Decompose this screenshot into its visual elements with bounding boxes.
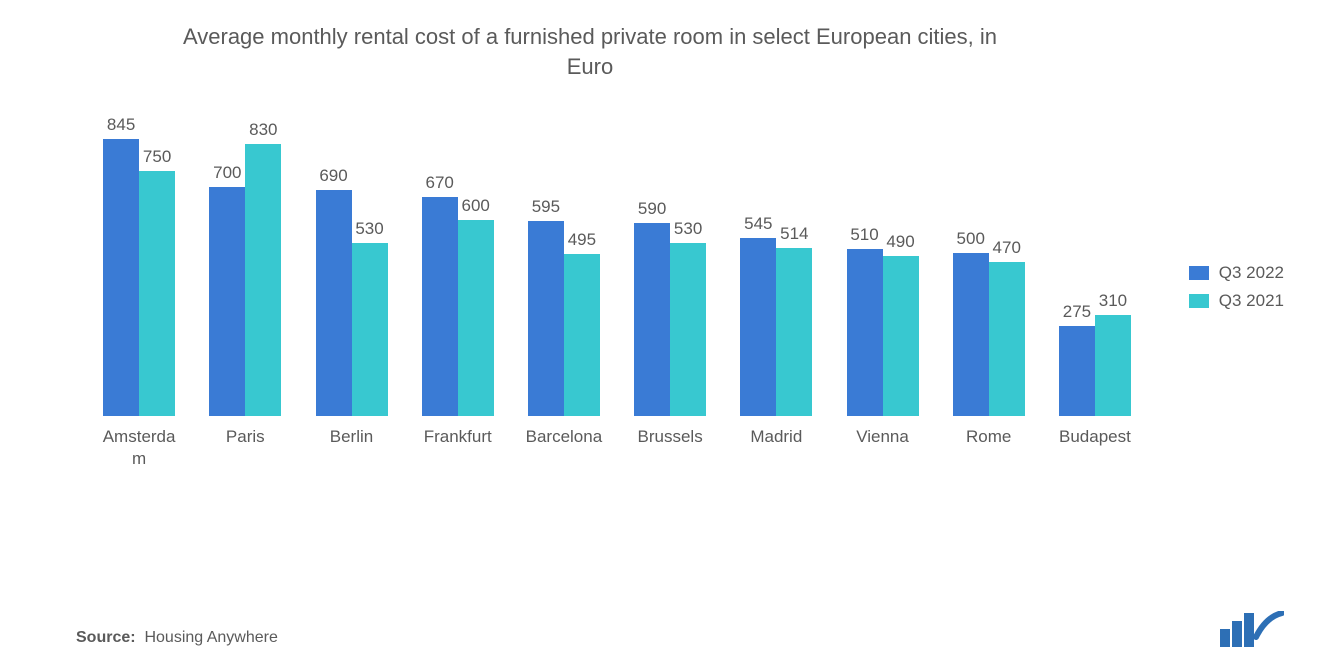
bar: 310 xyxy=(1095,315,1131,417)
brand-logo xyxy=(1220,611,1284,647)
bar: 690 xyxy=(316,190,352,416)
x-axis-label: Brussels xyxy=(631,426,709,447)
bar: 750 xyxy=(139,171,175,417)
x-axis-label: Barcelona xyxy=(525,426,603,447)
bar-pair: 845750 xyxy=(86,121,192,416)
bar: 670 xyxy=(422,197,458,417)
data-label: 750 xyxy=(143,147,171,167)
bar: 545 xyxy=(740,238,776,417)
data-label: 495 xyxy=(568,230,596,250)
bar-group: 845750 Amsterdam xyxy=(86,121,192,501)
data-label: 514 xyxy=(780,224,808,244)
data-label: 470 xyxy=(993,238,1021,258)
bar: 830 xyxy=(245,144,281,416)
bar: 590 xyxy=(634,223,670,416)
x-axis-label: Berlin xyxy=(313,426,391,447)
bar: 600 xyxy=(458,220,494,417)
x-axis-label: Frankfurt xyxy=(419,426,497,447)
bar-pair: 595495 xyxy=(511,121,617,416)
source-citation: Source: Housing Anywhere xyxy=(76,629,278,647)
legend-swatch xyxy=(1189,294,1209,308)
bar-pair: 545514 xyxy=(723,121,829,416)
bar-pair: 670600 xyxy=(405,121,511,416)
data-label: 545 xyxy=(744,214,772,234)
chart-plot: 845750Amsterdam700830Paris690530Berlin67… xyxy=(86,121,1148,501)
bar: 845 xyxy=(103,139,139,416)
data-label: 595 xyxy=(532,197,560,217)
bar-pair: 700830 xyxy=(192,121,298,416)
bar-group: 500470Rome xyxy=(936,121,1042,501)
data-label: 310 xyxy=(1099,291,1127,311)
bar: 514 xyxy=(776,248,812,416)
data-label: 830 xyxy=(249,120,277,140)
data-label: 700 xyxy=(213,163,241,183)
x-axis-label: Madrid xyxy=(737,426,815,447)
bar-group: 275310Budapest xyxy=(1042,121,1148,501)
bar: 700 xyxy=(209,187,245,416)
legend-item: Q3 2022 xyxy=(1189,263,1284,283)
bar-group: 700830Paris xyxy=(192,121,298,501)
bar-group: 595495Barcelona xyxy=(511,121,617,501)
bar: 530 xyxy=(670,243,706,417)
x-axis-label: Budapest xyxy=(1056,426,1134,447)
legend: Q3 2022 Q3 2021 xyxy=(1189,263,1284,319)
chart-title: Average monthly rental cost of a furnish… xyxy=(0,0,1320,81)
legend-label: Q3 2021 xyxy=(1219,291,1284,311)
legend-item: Q3 2021 xyxy=(1189,291,1284,311)
bar: 490 xyxy=(883,256,919,417)
bar-pair: 510490 xyxy=(829,121,935,416)
x-axis-label: Amsterdam xyxy=(100,426,178,469)
bar: 510 xyxy=(847,249,883,416)
data-label: 530 xyxy=(355,219,383,239)
data-label: 510 xyxy=(850,225,878,245)
data-label: 600 xyxy=(462,196,490,216)
bar: 595 xyxy=(528,221,564,416)
bar: 275 xyxy=(1059,326,1095,416)
data-label: 275 xyxy=(1063,302,1091,322)
data-label: 845 xyxy=(107,115,135,135)
data-label: 590 xyxy=(638,199,666,219)
bar: 500 xyxy=(953,253,989,417)
data-label: 500 xyxy=(957,229,985,249)
bar-group: 590530Brussels xyxy=(617,121,723,501)
bar-pair: 590530 xyxy=(617,121,723,416)
bar: 495 xyxy=(564,254,600,416)
legend-swatch xyxy=(1189,266,1209,280)
x-axis-label: Rome xyxy=(950,426,1028,447)
data-label: 670 xyxy=(426,173,454,193)
bar-group: 545514Madrid xyxy=(723,121,829,501)
bar-group: 510490Vienna xyxy=(829,121,935,501)
data-label: 530 xyxy=(674,219,702,239)
chart-area: 845750Amsterdam700830Paris690530Berlin67… xyxy=(0,121,1320,621)
bar-group: 690530Berlin xyxy=(298,121,404,501)
data-label: 490 xyxy=(886,232,914,252)
bar-pair: 500470 xyxy=(936,121,1042,416)
bar: 530 xyxy=(352,243,388,417)
bar-pair: 690530 xyxy=(298,121,404,416)
data-label: 690 xyxy=(319,166,347,186)
bar: 470 xyxy=(989,262,1025,416)
x-axis-label: Vienna xyxy=(844,426,922,447)
x-axis-label: Paris xyxy=(206,426,284,447)
source-text: Housing Anywhere xyxy=(144,629,277,646)
source-label: Source: xyxy=(76,629,136,646)
bar-group: 670600Frankfurt xyxy=(405,121,511,501)
bar-pair: 275310 xyxy=(1042,121,1148,416)
legend-label: Q3 2022 xyxy=(1219,263,1284,283)
